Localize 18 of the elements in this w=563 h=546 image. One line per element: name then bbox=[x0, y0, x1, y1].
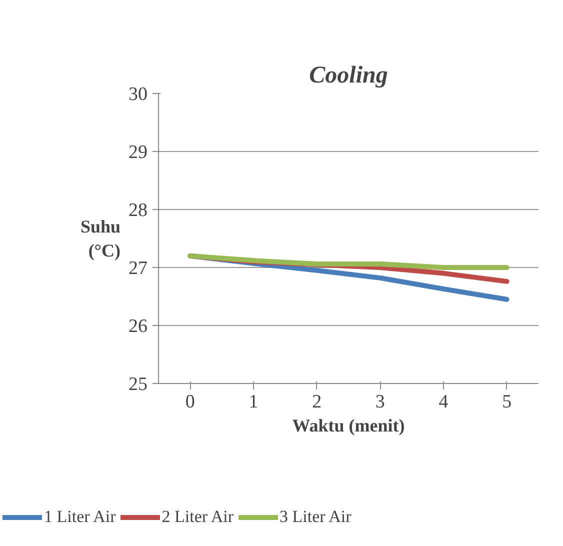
x-tick-label: 2 bbox=[312, 392, 322, 412]
x-axis-title: Waktu (menit) bbox=[292, 416, 405, 436]
y-tick-label: 30 bbox=[128, 84, 148, 105]
y-tick-label: 25 bbox=[128, 374, 148, 395]
y-tick-label: 29 bbox=[128, 142, 148, 163]
legend-label: 2 Liter Air bbox=[162, 507, 234, 527]
x-tick-label: 5 bbox=[502, 392, 512, 412]
legend-label: 3 Liter Air bbox=[280, 507, 352, 527]
x-tick-label: 0 bbox=[185, 392, 195, 412]
y-axis-title: Suhu (°C) bbox=[80, 216, 121, 260]
y-tick-label: 28 bbox=[128, 200, 148, 221]
y-tick-label: 26 bbox=[128, 316, 148, 337]
chart-title: Cooling bbox=[309, 62, 388, 88]
legend-label: 1 Liter Air bbox=[44, 507, 116, 527]
x-tick-label: 4 bbox=[438, 392, 449, 412]
x-tick-label: 3 bbox=[375, 392, 385, 412]
x-tick-label: 1 bbox=[248, 392, 258, 412]
y-tick-label: 27 bbox=[128, 258, 148, 279]
